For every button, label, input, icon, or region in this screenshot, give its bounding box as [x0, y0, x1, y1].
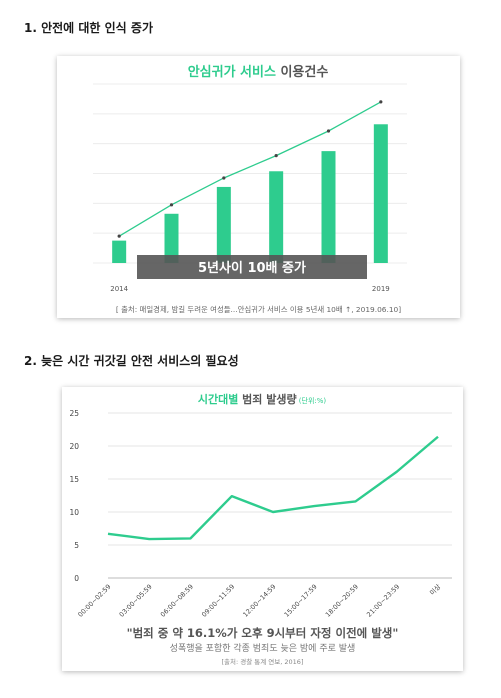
chart2-x-tick-label: 미상 — [428, 582, 443, 597]
chart1-source: [ 출처: 매일경제, 밤길 두려운 여성들...안심귀가 서비스 이용 5년새… — [115, 305, 402, 314]
chart1-svg: 안심귀가 서비스 이용건수 2014 2019 5년사이 10배 증가 — [93, 64, 407, 293]
chart1-line-point — [326, 129, 331, 133]
chart1-x-tick-label: 2019 — [372, 285, 390, 293]
chart1-card: 안심귀가 서비스 이용건수 2014 2019 5년사이 10배 증가 [ 출처:… — [57, 56, 460, 318]
chart1-line-point — [222, 176, 226, 180]
chart2-caption-main: "범죄 중 약 16.1%가 오후 9시부터 자정 이전에 발생" — [126, 626, 399, 640]
chart2-crime-line — [107, 435, 439, 541]
chart1-line-point — [274, 154, 278, 158]
chart2-source: [출처: 경찰 통계 연보, 2016] — [221, 658, 304, 666]
chart2-x-tick-label: 06:00~08:59 — [159, 583, 195, 619]
chart1-line-point — [379, 100, 383, 104]
section2-heading: 2. 늦은 시간 귀갓길 안전 서비스의 필요성 — [24, 354, 239, 368]
chart2-x-tick-label: 09:00~11:59 — [200, 583, 236, 619]
chart2-caption-sub: 성폭행을 포함한 각종 범죄도 늦은 밤에 주로 발생 — [169, 644, 356, 654]
chart1-banner-text: 5년사이 10배 증가 — [198, 260, 306, 276]
chart2-x-tick-label: 00:00~02:59 — [76, 583, 112, 619]
chart1-line-point — [169, 203, 174, 207]
chart2-y-tick-label: 10 — [69, 508, 79, 517]
chart1-banner — [137, 255, 367, 279]
chart2-x-tick-label: 03:00~05:59 — [118, 583, 154, 619]
chart1-bar — [321, 151, 336, 263]
chart1-bar — [112, 240, 127, 263]
section1-heading: 1. 안전에 대한 인식 증가 — [24, 21, 153, 35]
chart2-card: 시간대별 범죄 발생량 (단위:%) 0 5 10 15 20 25 00:00~02:5… — [62, 387, 463, 671]
chart1-x-tick-label: 2014 — [110, 285, 128, 293]
chart1-title-accent: 안심귀가 서비스 — [188, 64, 276, 80]
chart2-x-tick-label: 21:00~23:59 — [365, 583, 401, 619]
chart2-unit: (단위:%) — [297, 396, 327, 405]
chart1-title-rest: 이용건수 — [276, 64, 328, 80]
chart2-title-accent: 시간대별 — [198, 392, 238, 406]
chart1-line-point — [117, 234, 121, 238]
chart2-x-tick-label: 12:00~14:59 — [241, 583, 277, 619]
chart2-title: 시간대별 범죄 발생량 (단위:%) — [198, 392, 327, 406]
chart2-y-tick-label: 15 — [69, 475, 79, 484]
chart1-trend-line — [118, 101, 382, 237]
chart2-y-tick-label: 5 — [74, 541, 79, 550]
chart2-svg: 시간대별 범죄 발생량 (단위:%) 0 5 10 15 20 25 00:00~02:5… — [69, 392, 452, 619]
chart1-bar — [216, 186, 231, 263]
chart1-title: 안심귀가 서비스 이용건수 — [188, 64, 329, 80]
chart2-x-tick-label: 15:00~17:59 — [283, 583, 319, 619]
chart2-y-tick-label: 25 — [69, 409, 79, 418]
chart2-title-rest: 범죄 발생량 — [238, 392, 296, 406]
chart1-bar — [269, 171, 284, 263]
chart2-y-tick-label: 20 — [69, 442, 79, 451]
chart2-x-tick-label: 18:00~20:59 — [324, 583, 360, 619]
chart2-y-tick-label: 0 — [74, 574, 79, 583]
chart1-bar — [164, 213, 179, 263]
chart1-bar — [373, 124, 388, 264]
